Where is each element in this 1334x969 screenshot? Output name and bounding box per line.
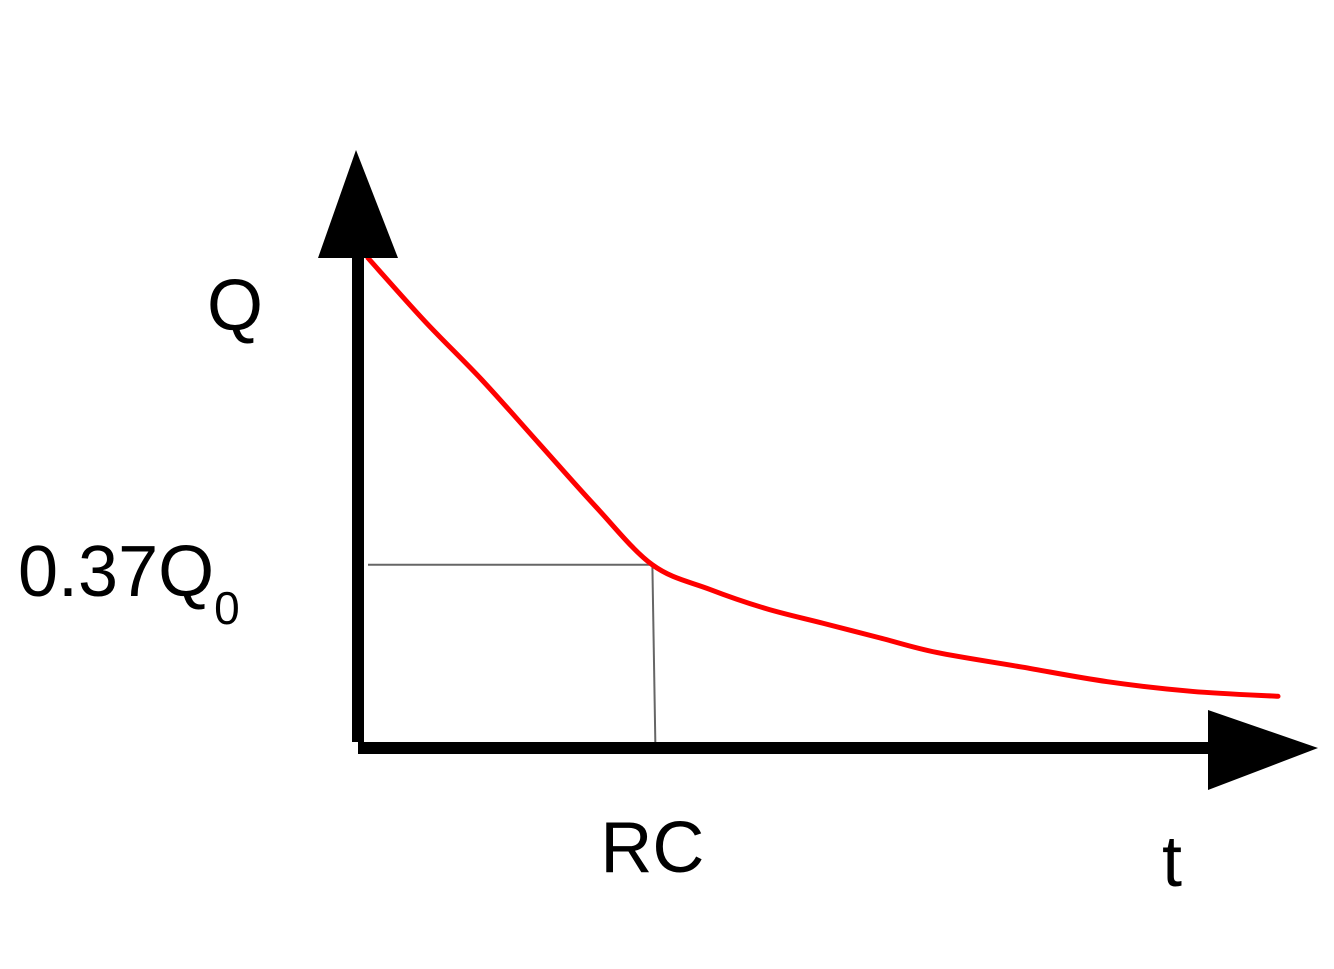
x-axis-arrowhead: [1208, 710, 1318, 790]
guide-lines: [368, 563, 657, 746]
x-axis-label: t: [1162, 822, 1182, 902]
labels: Qt RC 0.37Q0: [18, 266, 1182, 902]
y-tick-label: 0.37Q0: [18, 532, 240, 634]
axes: [318, 150, 1318, 790]
series-line: [365, 255, 1281, 699]
y-tick-label-subscript: 0: [214, 582, 240, 634]
y-axis-arrowhead: [318, 150, 398, 258]
x-tick-label: RC: [600, 808, 704, 888]
y-axis-label: Q: [207, 266, 263, 346]
vertical-guide-line: [651, 564, 657, 746]
